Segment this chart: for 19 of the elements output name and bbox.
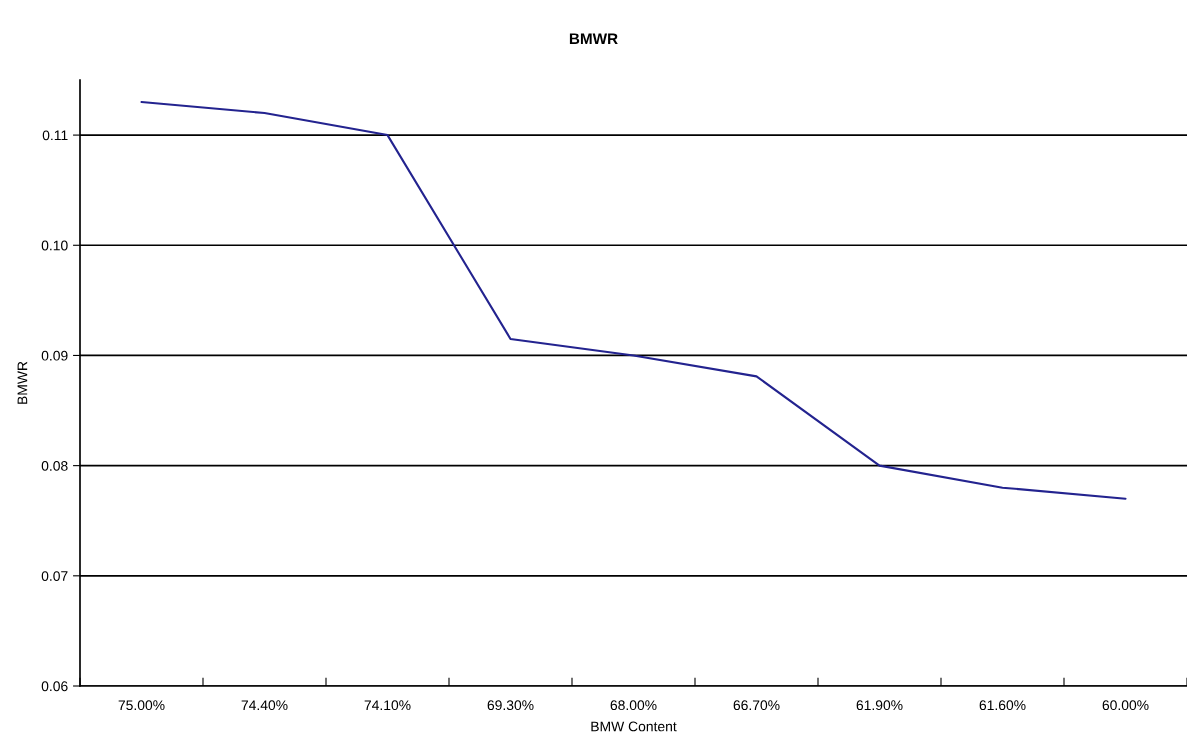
y-tick-label: 0.11 <box>42 130 68 141</box>
x-tick-label: 60.00% <box>1102 700 1149 711</box>
y-tick-label: 0.09 <box>41 350 68 361</box>
x-tick-label: 61.90% <box>856 700 903 711</box>
x-axis-title: BMW Content <box>591 721 677 732</box>
chart-title: BMWR <box>569 33 618 44</box>
x-tick-label: 75.00% <box>118 700 165 711</box>
line-series <box>140 101 1127 500</box>
y-tick-label: 0.08 <box>41 460 68 471</box>
x-tick-label: 68.00% <box>610 700 657 711</box>
y-tick-label: 0.07 <box>41 571 68 581</box>
y-tick-label: 0.06 <box>41 681 68 692</box>
x-tick-label: 69.30% <box>487 700 534 711</box>
y-tick-label: 0.10 <box>41 240 68 251</box>
x-tick-label: 74.40% <box>241 700 288 711</box>
y-axis-title: BMWR <box>17 361 28 404</box>
x-tick-label: 66.70% <box>733 700 780 711</box>
x-tick-label: 74.10% <box>364 700 411 711</box>
x-tick-label: 61.60% <box>979 700 1026 711</box>
